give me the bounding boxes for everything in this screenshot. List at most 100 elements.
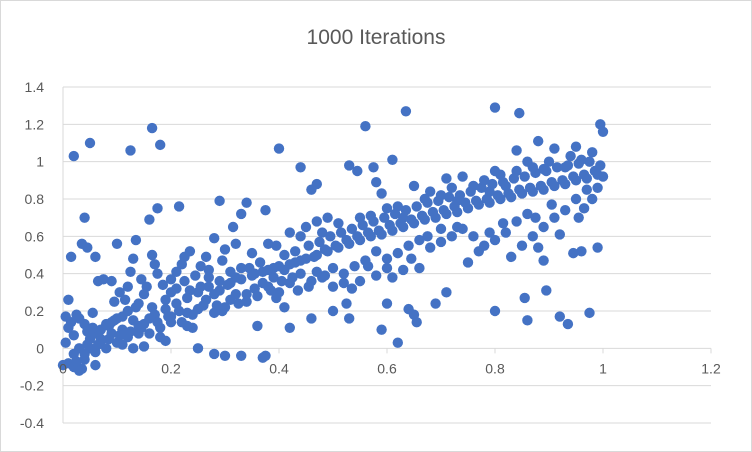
y-axis-ticks: -0.4 -0.2 0 0.2 0.4 0.6 0.8 1 1.2 1.4 — [20, 79, 44, 431]
data-point — [225, 277, 236, 289]
data-point — [155, 139, 166, 151]
data-point — [314, 236, 325, 248]
data-point — [462, 203, 474, 214]
data-point — [425, 186, 436, 197]
data-point — [236, 350, 247, 361]
data-point — [233, 298, 244, 309]
data-point — [214, 275, 225, 287]
data-point — [122, 281, 133, 292]
data-point — [128, 343, 139, 354]
data-point — [414, 234, 425, 246]
data-point — [295, 162, 306, 173]
data-point — [344, 238, 355, 249]
data-point — [435, 223, 447, 235]
data-point — [101, 343, 112, 354]
data-point — [489, 102, 501, 113]
data-point — [387, 154, 398, 165]
data-point — [263, 238, 274, 249]
data-point — [300, 221, 312, 233]
data-point — [79, 348, 90, 360]
data-point — [568, 247, 579, 259]
data-point — [303, 240, 314, 251]
data-point — [522, 315, 533, 326]
data-point — [136, 274, 147, 285]
data-point — [60, 311, 71, 322]
data-point — [98, 274, 109, 285]
data-point — [290, 246, 301, 257]
data-point — [290, 257, 301, 268]
data-point — [484, 186, 495, 197]
data-point — [295, 231, 306, 242]
data-point — [538, 221, 549, 233]
data-point — [354, 212, 366, 223]
data-point — [597, 126, 609, 137]
data-point — [214, 285, 225, 296]
data-point — [79, 212, 90, 223]
data-point — [219, 244, 231, 255]
data-point — [160, 294, 171, 305]
data-point — [381, 203, 393, 214]
data-point — [500, 227, 511, 238]
data-point — [106, 275, 117, 287]
data-point — [60, 337, 71, 348]
data-point — [195, 261, 206, 272]
x-tick-label: 0.6 — [377, 360, 397, 376]
data-point — [511, 165, 522, 177]
data-point — [257, 277, 268, 289]
data-point — [441, 287, 452, 298]
data-point — [241, 197, 252, 208]
data-point — [144, 328, 155, 339]
data-point — [560, 162, 571, 173]
y-tick-label: 0.2 — [25, 303, 45, 319]
data-point — [549, 143, 560, 154]
data-point — [149, 259, 160, 270]
data-point — [182, 292, 193, 304]
data-point — [538, 163, 549, 175]
data-point — [560, 205, 571, 216]
data-point — [203, 281, 214, 292]
data-point — [165, 274, 177, 285]
data-point — [257, 266, 268, 277]
data-point — [570, 193, 582, 205]
data-point — [441, 173, 452, 184]
data-point — [365, 231, 376, 242]
data-point — [573, 212, 584, 223]
data-point — [549, 212, 560, 223]
data-point — [562, 318, 574, 330]
data-point — [441, 208, 452, 220]
data-point — [549, 180, 560, 192]
data-point — [387, 272, 398, 283]
data-point — [327, 305, 339, 317]
data-point — [192, 287, 204, 298]
data-point — [595, 160, 606, 171]
data-point — [295, 268, 306, 279]
data-point — [311, 216, 322, 227]
data-point — [130, 234, 142, 246]
data-point — [354, 234, 366, 246]
data-point — [462, 257, 474, 268]
data-point — [592, 242, 603, 253]
data-point — [146, 122, 158, 134]
data-point — [241, 296, 252, 307]
data-point — [268, 272, 279, 283]
data-point — [338, 277, 349, 289]
data-point — [333, 218, 344, 229]
data-point — [400, 106, 412, 117]
data-point — [565, 150, 576, 162]
data-point — [452, 221, 463, 233]
data-point — [576, 154, 587, 165]
data-point — [71, 356, 82, 367]
data-point — [452, 206, 463, 218]
data-point — [381, 262, 393, 274]
data-point — [125, 145, 136, 156]
data-point — [173, 305, 185, 317]
data-point — [190, 270, 201, 281]
data-point — [592, 182, 603, 193]
chart-title: 1000 Iterations — [306, 26, 446, 49]
data-point — [125, 326, 136, 337]
data-point — [592, 169, 603, 180]
data-point — [268, 262, 279, 274]
data-point — [381, 253, 393, 264]
data-point — [371, 246, 382, 257]
data-point — [325, 231, 336, 242]
